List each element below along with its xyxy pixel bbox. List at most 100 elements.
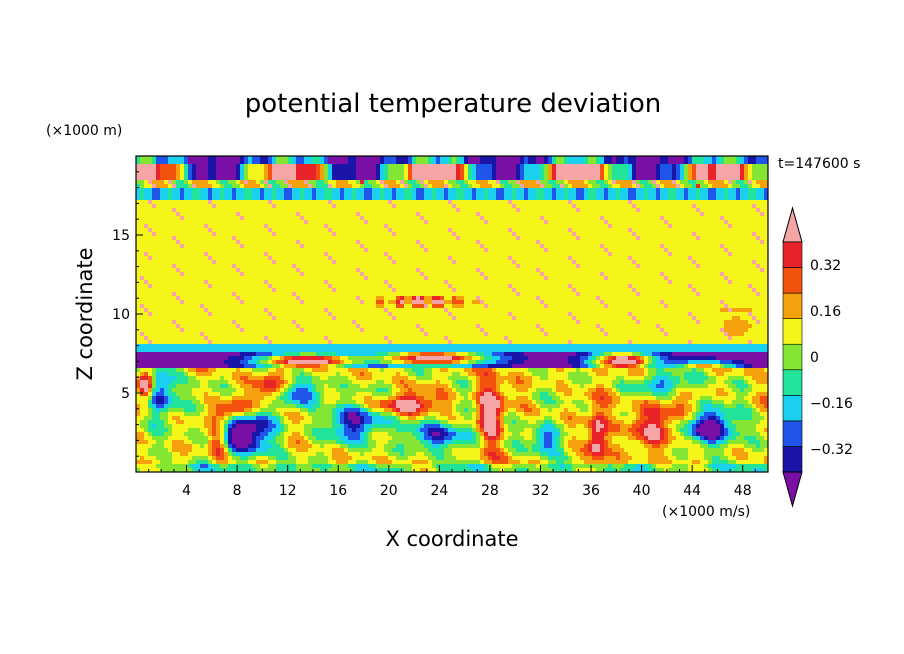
field-cell — [152, 416, 161, 421]
field-cell — [660, 416, 669, 421]
field-cell — [272, 176, 297, 181]
field-cell — [380, 156, 385, 161]
field-cell — [708, 192, 717, 197]
field-cell — [140, 388, 145, 393]
field-cell — [612, 440, 641, 445]
field-cell — [516, 292, 521, 297]
field-cell — [508, 360, 525, 365]
field-cell — [236, 212, 241, 217]
field-cell — [596, 420, 601, 425]
field-cell — [744, 164, 749, 169]
field-cell — [668, 392, 677, 397]
field-cell — [504, 440, 513, 445]
field-cell — [420, 436, 425, 441]
field-cell — [500, 396, 505, 401]
field-cell — [644, 380, 653, 385]
field-cell — [576, 288, 633, 293]
field-cell — [412, 160, 417, 165]
field-cell — [548, 376, 569, 381]
field-cell — [468, 156, 481, 161]
field-cell — [140, 332, 145, 337]
field-cell — [608, 368, 629, 373]
field-cell — [136, 304, 141, 309]
field-cell — [528, 160, 537, 165]
field-cell — [552, 432, 561, 437]
field-cell — [220, 196, 225, 201]
field-cell — [296, 292, 517, 297]
field-cell — [588, 160, 597, 165]
field-cell — [180, 452, 189, 457]
field-cell — [328, 360, 333, 365]
field-cell — [240, 160, 245, 165]
field-cell — [176, 172, 181, 177]
field-cell — [220, 428, 225, 433]
field-cell — [360, 296, 377, 301]
field-cell — [456, 204, 513, 209]
field-cell — [756, 404, 765, 409]
field-cell — [400, 396, 417, 401]
field-cell — [688, 400, 697, 405]
field-cell — [140, 412, 149, 417]
field-cell — [192, 168, 197, 173]
field-cell — [708, 464, 713, 469]
field-cell — [344, 416, 349, 421]
field-cell — [544, 332, 549, 337]
field-cell — [204, 280, 209, 285]
field-cell — [736, 384, 749, 389]
field-cell — [540, 440, 545, 445]
field-cell — [608, 444, 621, 449]
field-cell — [452, 184, 461, 189]
field-cell — [480, 400, 501, 405]
field-cell — [480, 160, 497, 165]
field-cell — [508, 412, 517, 417]
field-cell — [364, 196, 373, 201]
field-cell — [712, 396, 737, 401]
field-cell — [736, 428, 757, 433]
field-cell — [452, 364, 473, 369]
field-cell — [268, 168, 273, 173]
field-cell — [492, 456, 501, 461]
field-cell — [648, 360, 653, 365]
field-cell — [688, 432, 693, 437]
field-cell — [732, 452, 749, 457]
field-cell — [136, 400, 149, 405]
field-cell — [476, 180, 489, 185]
field-cell — [316, 400, 321, 405]
colorbar-label: −0.16 — [810, 396, 853, 412]
field-cell — [344, 424, 349, 429]
field-cell — [476, 384, 481, 389]
field-cell — [220, 192, 225, 197]
field-cell — [272, 188, 277, 193]
field-cell — [604, 244, 661, 249]
field-cell — [592, 376, 617, 381]
field-cell — [268, 356, 273, 361]
field-cell — [660, 356, 669, 361]
field-cell — [384, 180, 397, 185]
field-cell — [252, 436, 257, 441]
field-cell — [148, 404, 153, 409]
field-cell — [136, 452, 149, 457]
field-cell — [424, 396, 437, 401]
field-cell — [168, 384, 177, 389]
field-cell — [556, 436, 561, 441]
field-cell — [556, 368, 565, 373]
field-cell — [592, 404, 601, 409]
field-cell — [632, 200, 769, 205]
field-cell — [480, 380, 497, 385]
field-cell — [736, 192, 741, 197]
field-cell — [292, 368, 305, 373]
field-cell — [616, 456, 621, 461]
field-cell — [704, 180, 709, 185]
field-cell — [688, 192, 697, 197]
field-cell — [168, 420, 177, 425]
field-cell — [424, 328, 481, 333]
field-cell — [172, 424, 205, 429]
field-cell — [308, 460, 329, 465]
field-cell — [208, 336, 265, 341]
field-cell — [156, 172, 161, 177]
field-cell — [136, 180, 145, 185]
field-cell — [564, 440, 569, 445]
field-cell — [356, 188, 365, 193]
field-cell — [520, 184, 525, 189]
